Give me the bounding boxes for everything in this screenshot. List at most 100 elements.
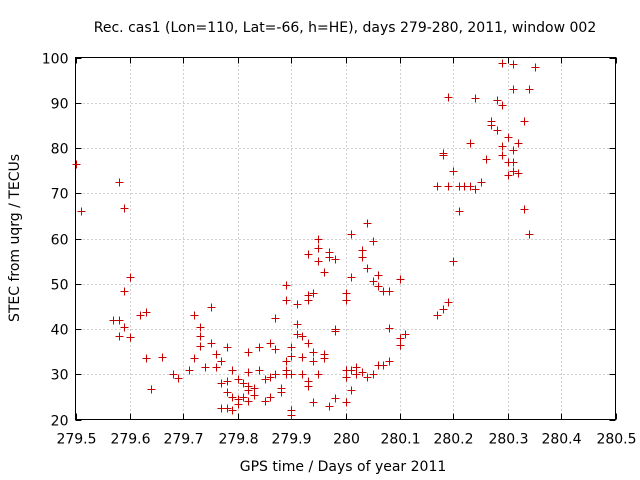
data-point [304,296,313,305]
data-point [385,287,394,296]
data-point [169,370,178,379]
data-point [115,316,124,325]
data-point [223,377,232,386]
data-point [271,345,280,354]
data-point [487,121,496,130]
data-point [77,207,86,216]
data-point [444,298,453,307]
data-point [439,305,448,314]
data-point [298,332,307,341]
data-point [244,397,253,406]
data-point [347,366,356,375]
data-point [282,281,291,290]
data-point [115,332,124,341]
x-tick-label: 279.6 [110,432,150,448]
data-point [385,357,394,366]
data-point [314,257,323,266]
data-point [396,341,405,350]
data-point [509,158,518,167]
data-point [331,327,340,336]
data-point [136,311,145,320]
data-point [331,394,340,403]
y-tick-label: 80 [51,142,69,158]
data-point [314,370,323,379]
data-point [444,182,453,191]
data-point [234,400,243,409]
data-point [196,342,205,351]
x-tick-label: 280 [333,432,360,448]
data-point [293,330,302,339]
data-point [244,348,253,357]
data-point [358,253,367,262]
data-point [142,354,151,363]
y-axis-label: STEC from uqrg / TECUs [7,154,23,322]
data-point [217,357,226,366]
data-point [266,373,275,382]
x-tick-label: 279.8 [218,432,258,448]
x-axis-label: GPS time / Days of year 2011 [240,459,447,475]
data-point [374,271,383,280]
grid-lines [75,57,616,420]
x-tick-label: 279.9 [271,432,311,448]
data-point [228,393,237,402]
x-tick-label: 279.5 [56,432,96,448]
data-point [314,244,323,253]
data-point [482,155,491,164]
data-point [196,323,205,332]
y-tick-label: 50 [51,278,69,294]
data-point [439,151,448,160]
data-point [504,171,513,180]
data-point [239,393,248,402]
data-point [493,126,502,135]
data-point [287,343,296,352]
data-point [126,273,135,282]
data-point [212,350,221,359]
data-point [331,255,340,264]
data-point [255,343,264,352]
data-point [466,139,475,148]
data-point [504,133,513,142]
data-point [433,311,442,320]
data-point [287,411,296,420]
data-point [120,323,129,332]
data-point [304,382,313,391]
data-point [509,60,518,69]
data-point [498,59,507,68]
data-point [228,406,237,415]
x-tick-label: 280.2 [433,432,473,448]
data-point [342,289,351,298]
data-point [207,339,216,348]
data-point [514,139,523,148]
data-point [223,388,232,397]
data-point [309,398,318,407]
data-point [363,219,372,228]
data-point [120,204,129,213]
data-point [158,353,167,362]
data-point [201,363,210,372]
data-point [455,207,464,216]
data-point [282,357,291,366]
data-point [352,363,361,372]
data-point [358,246,367,255]
data-point [261,397,270,406]
data-point [250,391,259,400]
data-point [234,375,243,384]
data-point [72,160,81,169]
data-point [433,182,442,191]
data-point [471,94,480,103]
y-tick-label: 20 [51,414,69,430]
data-point [126,333,135,342]
y-tick-label: 70 [51,187,69,203]
data-point [304,339,313,348]
data-point [396,334,405,343]
data-point [498,142,507,151]
data-point [190,354,199,363]
data-point [342,373,351,382]
x-tick-label: 280.1 [380,432,420,448]
data-point [325,402,334,411]
data-point [320,354,329,363]
data-point [396,275,405,284]
data-point [309,289,318,298]
data-point [342,296,351,305]
